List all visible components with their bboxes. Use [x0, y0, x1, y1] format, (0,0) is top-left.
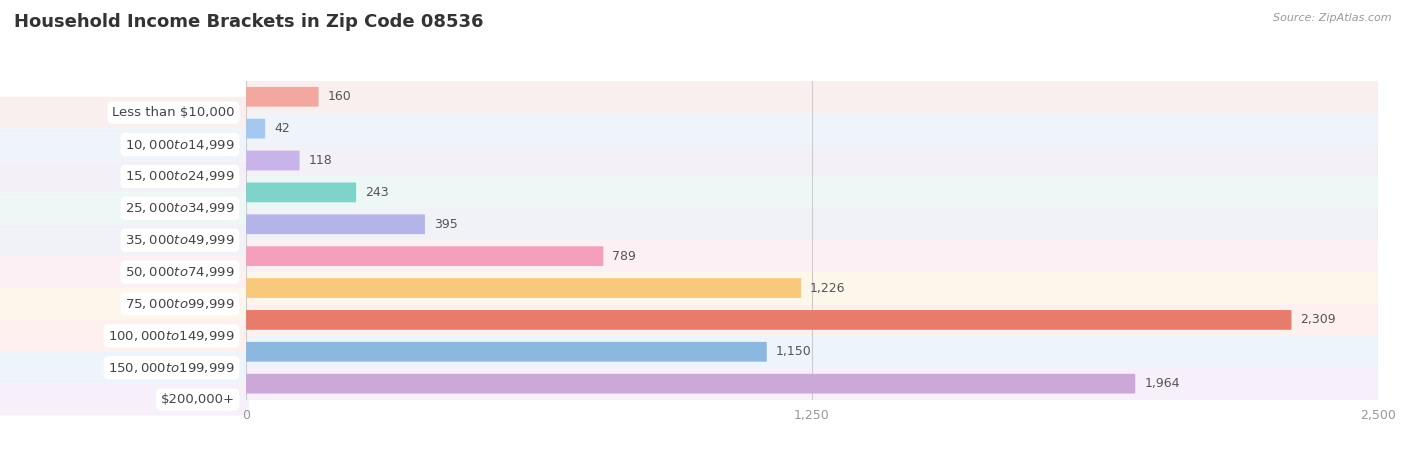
- Bar: [246, 145, 1378, 176]
- FancyBboxPatch shape: [246, 214, 425, 234]
- Bar: [246, 336, 1378, 368]
- Bar: [246, 272, 1378, 304]
- Text: 1,964: 1,964: [1144, 377, 1180, 390]
- Text: $150,000 to $199,999: $150,000 to $199,999: [108, 361, 235, 375]
- Text: Household Income Brackets in Zip Code 08536: Household Income Brackets in Zip Code 08…: [14, 13, 484, 31]
- Text: $50,000 to $74,999: $50,000 to $74,999: [125, 265, 235, 279]
- FancyBboxPatch shape: [246, 310, 1292, 330]
- FancyBboxPatch shape: [246, 119, 266, 139]
- Bar: [246, 176, 1378, 208]
- Text: 42: 42: [274, 122, 290, 135]
- Bar: [246, 113, 1378, 145]
- Text: $100,000 to $149,999: $100,000 to $149,999: [108, 329, 235, 343]
- FancyBboxPatch shape: [246, 374, 1135, 394]
- Text: Less than $10,000: Less than $10,000: [112, 106, 235, 119]
- Text: 243: 243: [366, 186, 388, 199]
- Text: $35,000 to $49,999: $35,000 to $49,999: [125, 233, 235, 247]
- Text: 1,226: 1,226: [810, 282, 845, 295]
- Text: $15,000 to $24,999: $15,000 to $24,999: [125, 169, 235, 184]
- Text: 1,150: 1,150: [776, 345, 811, 358]
- Text: $25,000 to $34,999: $25,000 to $34,999: [125, 201, 235, 216]
- Text: Source: ZipAtlas.com: Source: ZipAtlas.com: [1274, 13, 1392, 23]
- Text: 160: 160: [328, 90, 352, 103]
- Text: 395: 395: [434, 218, 458, 231]
- FancyBboxPatch shape: [246, 87, 319, 107]
- FancyBboxPatch shape: [246, 246, 603, 266]
- Bar: [246, 81, 1378, 113]
- Text: 118: 118: [308, 154, 332, 167]
- Text: 789: 789: [612, 250, 636, 263]
- FancyBboxPatch shape: [246, 150, 299, 171]
- Bar: [246, 304, 1378, 336]
- FancyBboxPatch shape: [246, 182, 356, 202]
- Text: $75,000 to $99,999: $75,000 to $99,999: [125, 297, 235, 311]
- FancyBboxPatch shape: [246, 342, 766, 362]
- Bar: [246, 240, 1378, 272]
- Text: $200,000+: $200,000+: [160, 393, 235, 406]
- Text: $10,000 to $14,999: $10,000 to $14,999: [125, 137, 235, 152]
- Text: 2,309: 2,309: [1301, 313, 1336, 326]
- Bar: [246, 208, 1378, 240]
- FancyBboxPatch shape: [246, 278, 801, 298]
- Bar: [246, 368, 1378, 400]
